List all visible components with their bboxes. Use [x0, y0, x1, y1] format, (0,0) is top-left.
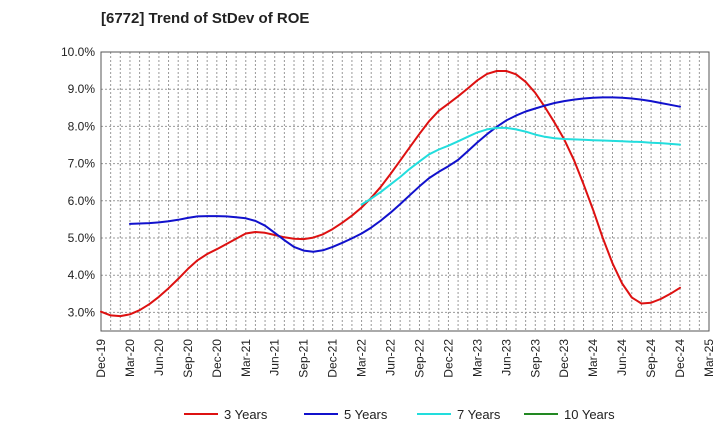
x-tick-label: Mar-23	[470, 339, 484, 377]
legend-label-3-years: 3 Years	[224, 407, 268, 422]
chart-title: [6772] Trend of StDev of ROE	[101, 10, 309, 27]
series-line-3-years	[100, 70, 681, 318]
x-tick-label: Dec-19	[94, 339, 108, 378]
plot-area: 3.0% 4.0% 5.0% 6.0% 7.0% 8.0% 9.0% 10.0% Dec-19 M…	[61, 45, 716, 378]
y-tick-label: 3.0%	[68, 305, 96, 319]
x-tick-label: Sep-20	[181, 339, 195, 378]
x-tick-label: Jun-22	[384, 339, 398, 376]
x-tick-label: Mar-21	[239, 339, 253, 377]
x-tick-label: Sep-22	[412, 339, 426, 378]
y-tick-label: 4.0%	[68, 268, 96, 282]
y-tick-label: 6.0%	[68, 194, 96, 208]
y-tick-label: 9.0%	[68, 82, 96, 96]
plot-frame	[100, 51, 710, 332]
x-tick-label: Jun-20	[152, 339, 166, 376]
legend-label-7-years: 7 Years	[457, 407, 501, 422]
x-tick-label: Jun-24	[615, 339, 629, 376]
x-tick-label: Dec-20	[210, 339, 224, 378]
x-tick-label: Mar-20	[123, 339, 137, 377]
legend: 3 Years 5 Years 7 Years 10 Years	[184, 407, 615, 422]
series-line-5-years	[129, 96, 681, 253]
x-tick-label: Mar-25	[702, 339, 716, 377]
x-tick-label: Sep-24	[644, 339, 658, 378]
x-tick-label: Dec-24	[673, 339, 687, 378]
x-tick-label: Dec-22	[441, 339, 455, 378]
x-tick-label: Dec-21	[326, 339, 340, 378]
x-tick-label: Dec-23	[557, 339, 571, 378]
x-tick-label: Mar-22	[355, 339, 369, 377]
x-tick-label: Jun-23	[499, 339, 513, 376]
x-tick-label: Sep-23	[528, 339, 542, 378]
plot-background	[101, 52, 709, 331]
y-tick-label: 5.0%	[68, 231, 96, 245]
x-tick-label: Mar-24	[586, 339, 600, 377]
legend-label-10-years: 10 Years	[564, 407, 615, 422]
y-tick-label: 7.0%	[68, 157, 96, 171]
legend-label-5-years: 5 Years	[344, 407, 388, 422]
x-tick-label: Jun-21	[268, 339, 282, 376]
y-tick-label: 8.0%	[68, 119, 96, 133]
x-tick-label: Sep-21	[297, 339, 311, 378]
series-line-7-years	[360, 126, 681, 206]
y-tick-label: 10.0%	[61, 45, 95, 59]
